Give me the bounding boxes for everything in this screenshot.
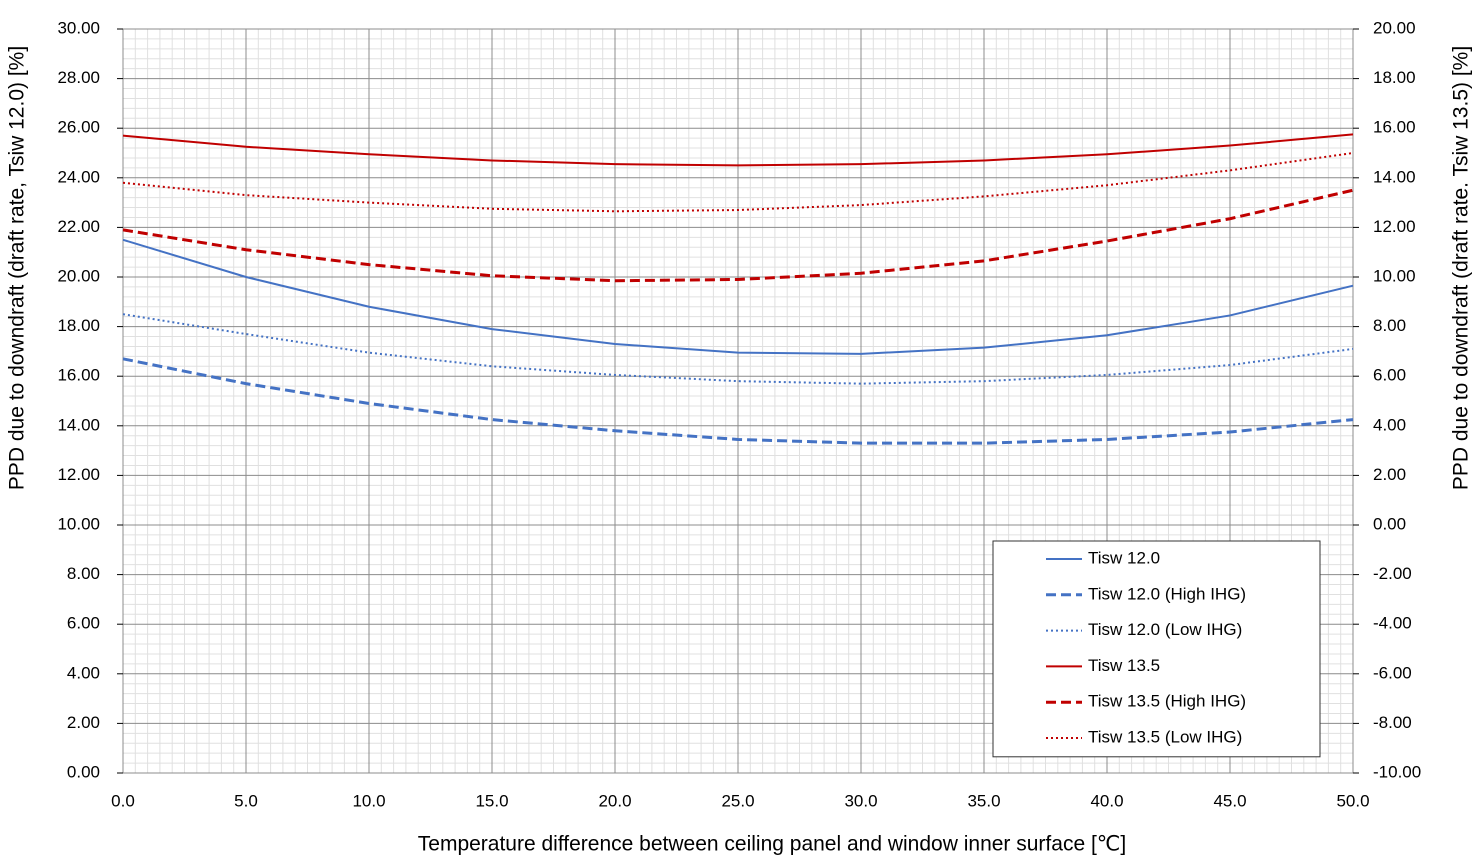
y2-tick-label: 6.00 <box>1373 366 1406 385</box>
series-line <box>122 133 1354 167</box>
y-tick-label: 22.00 <box>57 217 100 236</box>
legend-label: Tisw 12.0 (High IHG) <box>1088 584 1246 603</box>
y2-tick-label: 18.00 <box>1373 68 1416 87</box>
legend-label: Tisw 13.5 (Low IHG) <box>1088 727 1242 746</box>
y2-tick-label: 8.00 <box>1373 316 1406 335</box>
legend-box <box>992 540 1321 758</box>
x-axis-title: Temperature difference between ceiling p… <box>418 833 1126 856</box>
legend-label: Tisw 12.0 (Low IHG) <box>1088 620 1242 639</box>
y-tick-label: 30.00 <box>57 18 100 37</box>
y-tick-label: 8.00 <box>67 564 100 583</box>
y-tick-label: 28.00 <box>57 68 100 87</box>
x-tick-label: 50.0 <box>1336 791 1369 810</box>
y-tick-label: 12.00 <box>57 465 100 484</box>
y2-tick-label: 14.00 <box>1373 167 1416 186</box>
y2-tick-label: 4.00 <box>1373 415 1406 434</box>
x-tick-label: 5.0 <box>234 791 258 810</box>
x-tick-label: 35.0 <box>967 791 1000 810</box>
x-tick-label: 40.0 <box>1090 791 1123 810</box>
legend-label: Tisw 12.0 <box>1088 548 1160 567</box>
y-tick-label: 18.00 <box>57 316 100 335</box>
y-tick-label: 2.00 <box>67 713 100 732</box>
x-tick-label: 15.0 <box>475 791 508 810</box>
series-line <box>122 152 1354 213</box>
y-tick-label: 20.00 <box>57 266 100 285</box>
y2-tick-label: 2.00 <box>1373 465 1406 484</box>
x-tick-label: 20.0 <box>598 791 631 810</box>
y2-tick-label: 0.00 <box>1373 514 1406 533</box>
legend-label: Tisw 13.5 <box>1088 656 1160 675</box>
y2-tick-label: 12.00 <box>1373 217 1416 236</box>
y2-tick-label: -8.00 <box>1373 713 1412 732</box>
series-line <box>122 188 1354 283</box>
y2-tick-label: 10.00 <box>1373 266 1416 285</box>
series-line <box>122 357 1354 445</box>
x-tick-label: 45.0 <box>1213 791 1246 810</box>
y2-tick-label: -4.00 <box>1373 614 1412 633</box>
x-tick-label: 0.0 <box>111 791 135 810</box>
y2-tick-label: -2.00 <box>1373 564 1412 583</box>
y2-tick-label: -10.00 <box>1373 762 1421 781</box>
y-tick-label: 6.00 <box>67 614 100 633</box>
y-tick-label: 4.00 <box>67 663 100 682</box>
y2-tick-label: 20.00 <box>1373 18 1416 37</box>
y-axis-title: PPD due to downdraft (draft rate, Tsiw 1… <box>6 46 29 490</box>
legend-label: Tisw 13.5 (High IHG) <box>1088 692 1246 711</box>
y2-tick-label: -6.00 <box>1373 663 1412 682</box>
labels: 0.0 5.0 10.0 15.0 20.0 25.0 30.0 35.0 40.0 45.0 50… <box>57 18 1421 810</box>
series-line <box>122 238 1354 355</box>
y2-axis-title: PPD due to downdraft (draft rate. Tsiw 1… <box>1450 46 1473 490</box>
plot-frame <box>122 28 1354 774</box>
major-grid <box>122 28 1354 774</box>
y-tick-label: 0.00 <box>67 762 100 781</box>
x-tick-label: 25.0 <box>721 791 754 810</box>
x-tick-label: 10.0 <box>352 791 385 810</box>
y-tick-label: 26.00 <box>57 118 100 137</box>
y2-tick-label: 16.00 <box>1373 118 1416 137</box>
legend: Tisw 12.0 Tisw 12.0 (High IHG) Tisw 12.0 (… <box>992 540 1321 758</box>
x-tick-label: 30.0 <box>844 791 877 810</box>
y-tick-label: 24.00 <box>57 167 100 186</box>
y-tick-label: 10.00 <box>57 514 100 533</box>
y-tick-label: 14.00 <box>57 415 100 434</box>
plot-lines <box>122 133 1354 445</box>
y-tick-label: 16.00 <box>57 366 100 385</box>
